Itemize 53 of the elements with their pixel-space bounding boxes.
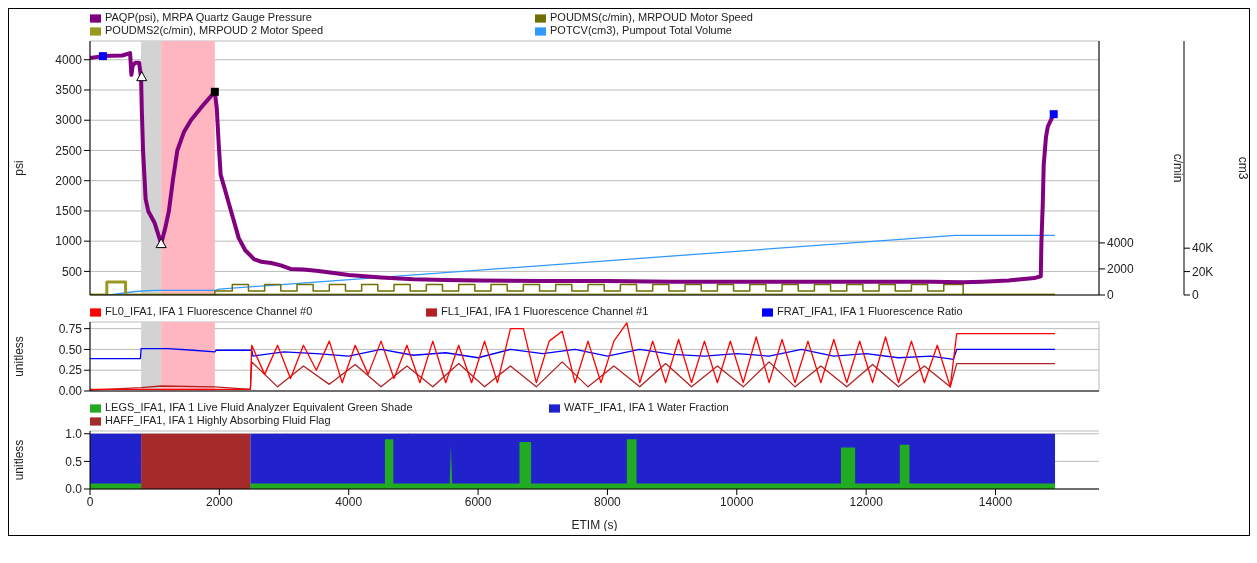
- point: [136, 71, 148, 82]
- y2-tick-label: 4000: [1107, 236, 1135, 251]
- x-tick-label: 14000: [978, 494, 1013, 509]
- x-tick-label: 6000: [464, 494, 492, 509]
- legend-label: HAFF_IFA1, IFA 1 Highly Absorbing Fluid Flag: [105, 414, 332, 427]
- line-series: [90, 51, 1056, 285]
- y-tick-label: 0.25: [58, 363, 83, 378]
- y-axis-title: unitless: [12, 336, 26, 377]
- y-tick-label: 0.00: [58, 384, 83, 399]
- line-series: [90, 347, 1056, 361]
- y-tick-label: 500: [61, 264, 83, 279]
- y-tick-label: 4000: [55, 53, 83, 68]
- y-axis-title: psi: [12, 160, 26, 176]
- x-tick-label: 2000: [206, 494, 234, 509]
- legend-label: FL1_IFA1, IFA 1 Fluorescence Channel #1: [441, 305, 650, 318]
- y2-tick-label: 0: [1107, 288, 1114, 303]
- y-tick-label: 2000: [55, 173, 83, 188]
- x-tick-label: 10000: [720, 494, 754, 509]
- y-tick-label: 0.5: [65, 454, 83, 469]
- y3-tick-label: 40K: [1192, 241, 1214, 256]
- y-tick-label: 2500: [55, 143, 83, 158]
- point: [210, 87, 219, 96]
- y-tick-label: 1000: [55, 234, 83, 249]
- legend-label: FL0_IFA1, IFA 1 Fluorescence Channel #0: [105, 305, 314, 318]
- y2-tick-label: 2000: [1107, 262, 1135, 277]
- legend-label: POUDMS(c/min), MRPOUD Motor Speed: [550, 11, 754, 24]
- point: [1049, 110, 1058, 119]
- legend-label: POTCV(cm3), Pumpout Total Volume: [550, 24, 733, 37]
- y-tick-label: 0.50: [58, 342, 83, 357]
- x-tick-label: 0: [86, 494, 94, 509]
- legend-label: FRAT_IFA1, IFA 1 Fluorescence Ratio: [777, 305, 964, 318]
- y-tick-label: 1.0: [65, 427, 83, 442]
- x-tick-label: 4000: [335, 494, 363, 509]
- y3-tick-label: 20K: [1192, 264, 1214, 279]
- x-axis-title: ETIM (s): [571, 518, 618, 532]
- y-tick-label: 3000: [55, 113, 83, 128]
- y3-axis-title: cm3: [1236, 156, 1250, 180]
- point: [98, 52, 107, 61]
- y2-axis-title: c/min: [1171, 153, 1185, 183]
- legend-label: LEGS_IFA1, IFA 1 Live Fluid Analyzer Equivalent Green Shade: [105, 401, 414, 414]
- y3-tick-label: 0: [1192, 288, 1199, 303]
- y-tick-label: 1500: [55, 204, 83, 219]
- y-tick-label: 0.0: [65, 482, 83, 497]
- y-axis-title: unitless: [12, 439, 26, 481]
- y-tick-label: 0.75: [58, 321, 83, 336]
- point: [155, 238, 167, 249]
- x-tick-label: 12000: [849, 494, 884, 509]
- legend-label: POUDMS2(c/min), MRPOUD 2 Motor Speed: [105, 24, 325, 37]
- legend-label: WATF_IFA1, IFA 1 Water Fraction: [564, 401, 730, 414]
- line-series: [90, 322, 1056, 390]
- y-tick-label: 3500: [55, 83, 83, 98]
- x-tick-label: 8000: [594, 494, 622, 509]
- legend-label: PAQP(psi), MRPA Quartz Gauge Pressure: [105, 11, 313, 24]
